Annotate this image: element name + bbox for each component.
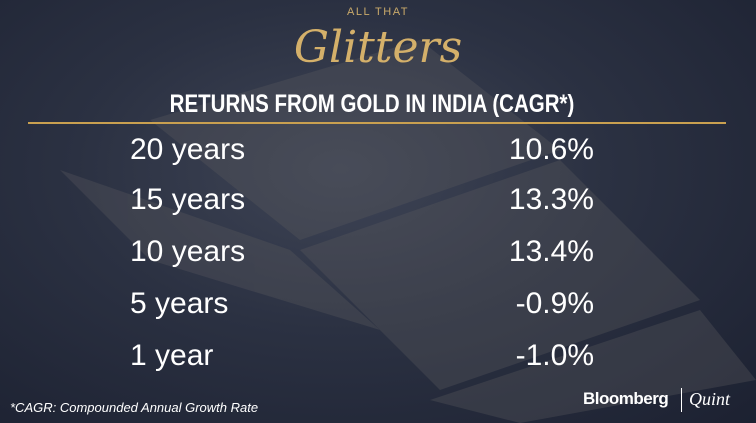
row-label: 5 years: [130, 287, 229, 320]
row-value: 13.3%: [508, 183, 594, 216]
row-value: 13.4%: [508, 235, 594, 268]
row-value: -1.0%: [515, 339, 594, 372]
brand: Quint: [689, 389, 731, 409]
title: RETURNS FROM GOLD IN INDIA (CAGR*): [169, 90, 575, 118]
row-label: 20 years: [130, 133, 246, 166]
divider: [28, 122, 726, 124]
brand: Bloomberg: [583, 389, 669, 408]
kicker: ALL THAT: [347, 6, 409, 18]
footnote: *CAGR: Compounded Annual Growth Rate: [10, 400, 259, 415]
row-value: 10.6%: [508, 133, 594, 166]
row-value: -0.9%: [515, 287, 594, 320]
logo: Glitters: [293, 22, 463, 73]
brand-separator: [681, 388, 682, 412]
row-label: 15 years: [130, 183, 246, 216]
row-label: 10 years: [130, 235, 246, 268]
row-label: 1 year: [130, 339, 214, 372]
